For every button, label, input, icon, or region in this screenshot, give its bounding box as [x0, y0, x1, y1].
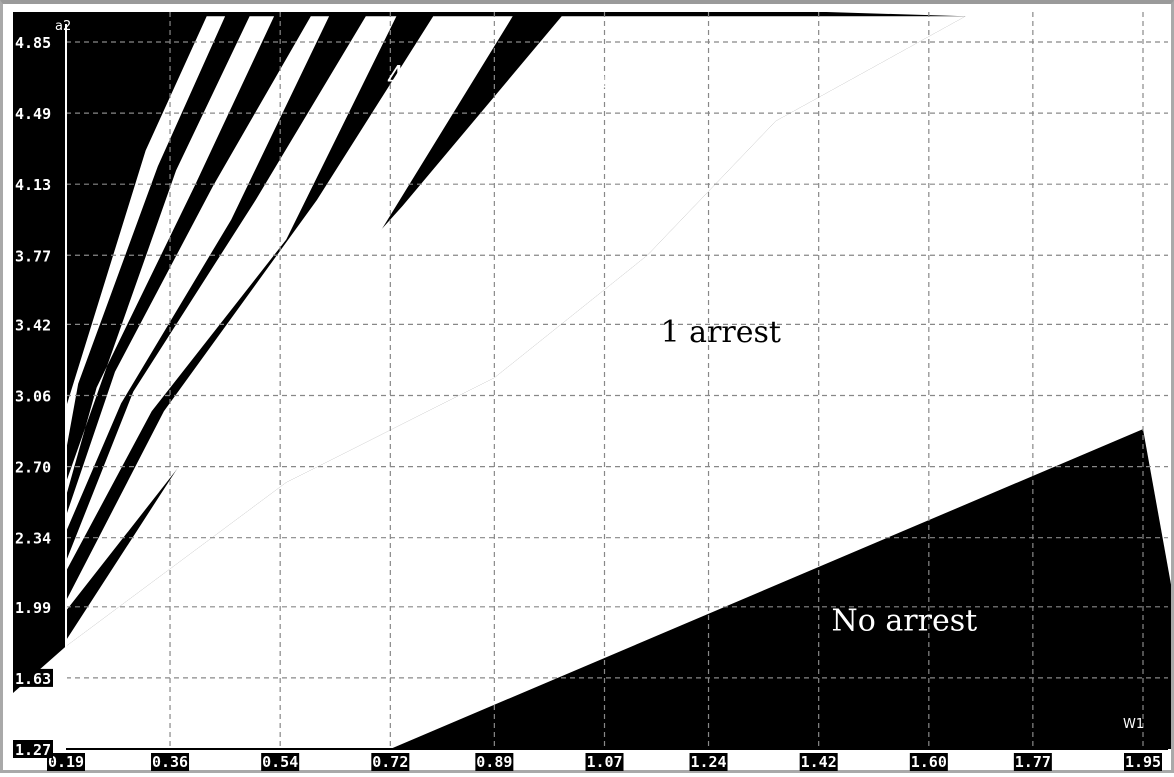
- x-tick-label: 0.72: [371, 753, 410, 771]
- x-axis-name: W1: [1123, 717, 1144, 732]
- x-tick-label: 0.19: [47, 753, 85, 771]
- svg-text:1.63: 1.63: [15, 670, 51, 688]
- y-tick-label: 1.27: [13, 740, 53, 759]
- white-band-3: [66, 16, 397, 572]
- svg-text:1.24: 1.24: [690, 753, 726, 771]
- svg-text:0.89: 0.89: [476, 753, 512, 771]
- svg-text:1.95: 1.95: [1125, 753, 1161, 771]
- svg-text:3.06: 3.06: [15, 388, 51, 406]
- region-label-1: 4: [387, 60, 406, 95]
- svg-text:1.77: 1.77: [1015, 753, 1051, 771]
- x-tick-label: 0.36: [151, 753, 190, 771]
- y-tick-label: 1.63: [13, 668, 53, 688]
- x-tick-label: 1.07: [585, 753, 624, 771]
- y-axis-name: a2: [55, 19, 71, 34]
- y-tick-label: 4.49: [13, 104, 53, 123]
- region-label-2: 2 arrests: [561, 60, 697, 95]
- y-tick-label: 3.42: [13, 315, 53, 334]
- svg-text:3.77: 3.77: [15, 247, 51, 265]
- no-arrest-region: [390, 429, 1171, 749]
- x-tick-label: 1.24: [689, 753, 728, 771]
- white-band-2: [66, 16, 513, 611]
- svg-text:1.07: 1.07: [586, 753, 622, 771]
- y-tick-label: 3.77: [13, 246, 53, 265]
- arrest-regions-chart: 0.19 0.36 0.54 0.72 0.89 1.07 1.24 1.42 1.60 1.77…: [13, 12, 1171, 771]
- svg-text:1.60: 1.60: [911, 753, 947, 771]
- y-tick-label: 2.34: [13, 528, 53, 548]
- x-tick-label: 0.54: [261, 753, 300, 771]
- svg-text:1.99: 1.99: [15, 599, 51, 617]
- svg-text:2.34: 2.34: [15, 530, 51, 548]
- svg-text:0.36: 0.36: [152, 753, 188, 771]
- y-tick-label: 4.13: [13, 175, 53, 194]
- svg-text:1.42: 1.42: [801, 753, 837, 771]
- x-tick-label: 1.60: [909, 753, 948, 771]
- region-label-3: 1 arrest: [661, 315, 781, 350]
- svg-text:3.42: 3.42: [15, 316, 51, 334]
- white-band-4: [66, 16, 330, 532]
- x-tick-label: 1.42: [799, 753, 838, 771]
- svg-text:4.85: 4.85: [15, 34, 51, 52]
- y-tick-label: 2.70: [13, 457, 53, 477]
- region-label-4: No arrest: [832, 604, 978, 639]
- svg-text:4.13: 4.13: [15, 176, 51, 194]
- svg-text:1.27: 1.27: [15, 741, 51, 759]
- x-tick-label: 1.77: [1013, 753, 1052, 771]
- x-tick-label: 1.95: [1124, 753, 1162, 771]
- svg-text:2.70: 2.70: [15, 459, 51, 477]
- svg-text:4.49: 4.49: [15, 105, 51, 123]
- white-band-1: [66, 16, 966, 647]
- svg-text:0.72: 0.72: [372, 753, 408, 771]
- x-tick-label: 0.89: [475, 753, 514, 771]
- y-tick-label: 4.85: [13, 33, 53, 52]
- y-tick-label: 1.99: [13, 597, 53, 617]
- y-tick-label: 3.06: [13, 386, 53, 406]
- svg-text:0.19: 0.19: [48, 753, 84, 771]
- svg-text:0.54: 0.54: [262, 753, 298, 771]
